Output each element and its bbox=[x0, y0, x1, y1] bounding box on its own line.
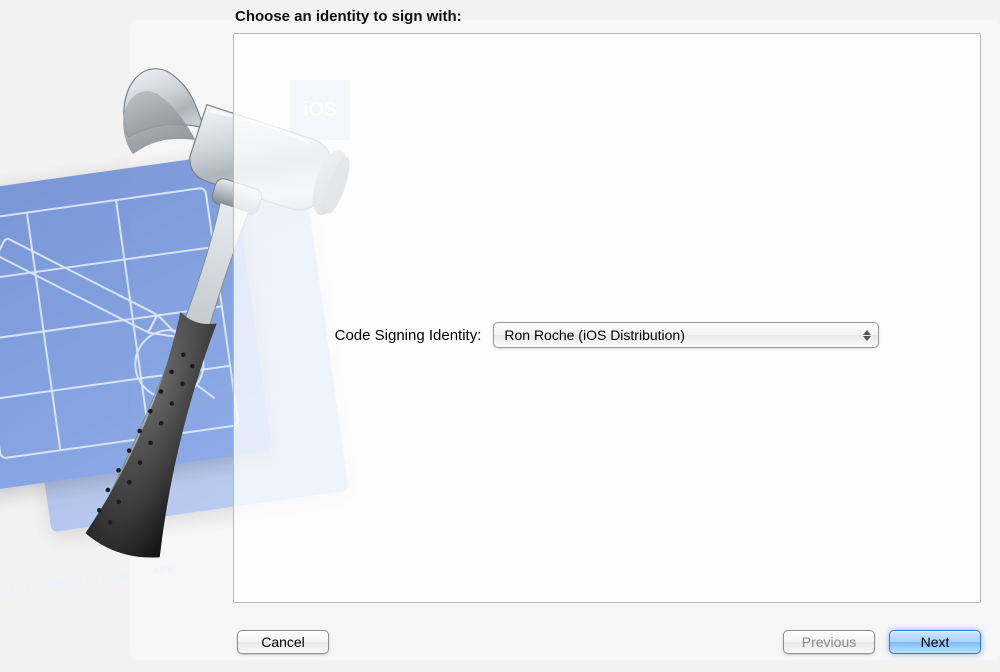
identity-select-value: Ron Roche (iOS Distribution) bbox=[504, 327, 685, 343]
select-stepper-icon bbox=[859, 325, 875, 345]
sheet-title: Choose an identity to sign with: bbox=[235, 8, 981, 25]
sheet-body: Code Signing Identity: Ron Roche (iOS Di… bbox=[233, 33, 981, 603]
button-bar: Cancel Previous Next bbox=[233, 622, 981, 662]
cancel-button[interactable]: Cancel bbox=[237, 630, 329, 654]
code-signing-sheet: Choose an identity to sign with: Code Si… bbox=[233, 8, 981, 662]
identity-row: Code Signing Identity: Ron Roche (iOS Di… bbox=[234, 322, 980, 348]
identity-select[interactable]: Ron Roche (iOS Distribution) bbox=[493, 322, 879, 348]
previous-button[interactable]: Previous bbox=[783, 630, 875, 654]
next-button[interactable]: Next bbox=[889, 630, 981, 654]
identity-label: Code Signing Identity: bbox=[335, 327, 482, 344]
